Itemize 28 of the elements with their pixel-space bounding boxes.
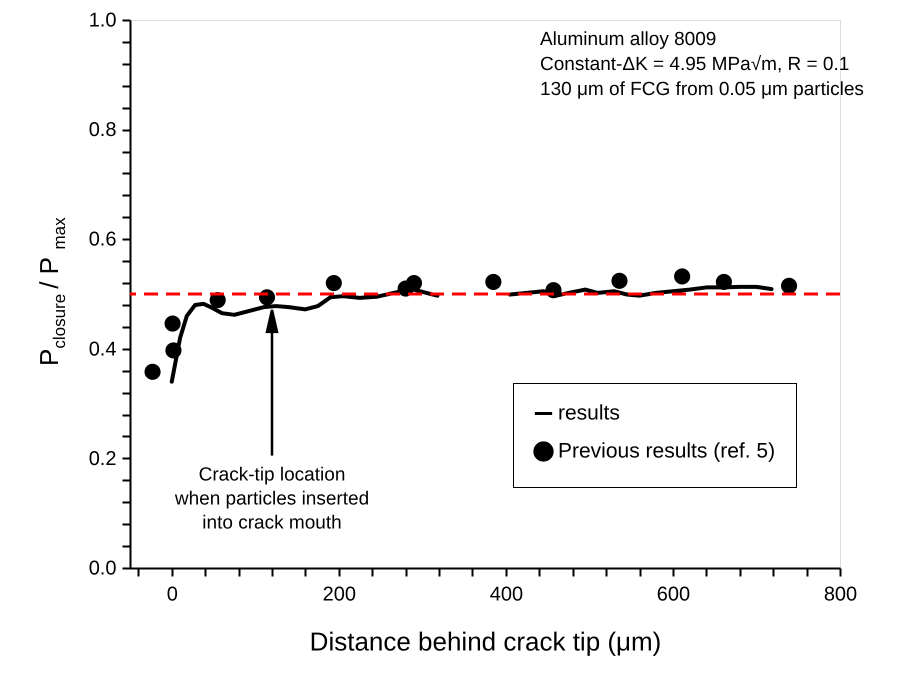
- x-tick-label: 400: [490, 584, 524, 606]
- point: [674, 268, 690, 285]
- legend-label: Previous results (ref. 5): [558, 440, 776, 462]
- y-tick-label: 0.0: [88, 558, 116, 580]
- y-axis-title: Pclosure / Pmax: [34, 216, 69, 366]
- legend-label: results: [558, 402, 620, 424]
- y-tick-label: 0.4: [88, 338, 116, 360]
- x-tick-label: 600: [656, 584, 690, 606]
- point: [165, 342, 182, 358]
- y-tick-label: 0.2: [88, 448, 116, 470]
- annotation: Constant-ΔK = 4.95 MPa√m, R = 0.1: [540, 54, 850, 75]
- y-tick-label: 0.6: [88, 228, 116, 251]
- x-tick-label: 0: [166, 584, 178, 606]
- point: [164, 316, 181, 332]
- x-axis-title: Distance behind crack tip (μm): [310, 626, 662, 656]
- y-tick-label: 0.8: [88, 119, 116, 142]
- annotation: Aluminum alloy 8009: [540, 29, 716, 50]
- y-tick-label: 1.0: [88, 10, 116, 32]
- annotation: Crack-tip location when particles inserted into crack mouth: [174, 464, 370, 534]
- point: [611, 272, 628, 289]
- x-tick-label: 200: [322, 584, 356, 606]
- x-tick-label: 800: [824, 584, 858, 606]
- point: [485, 274, 502, 290]
- annotation: 130 μm of FCG from 0.05 μm particles: [540, 79, 864, 100]
- point: [144, 364, 161, 380]
- point: [326, 274, 342, 292]
- point: [780, 278, 798, 294]
- point: [716, 274, 732, 290]
